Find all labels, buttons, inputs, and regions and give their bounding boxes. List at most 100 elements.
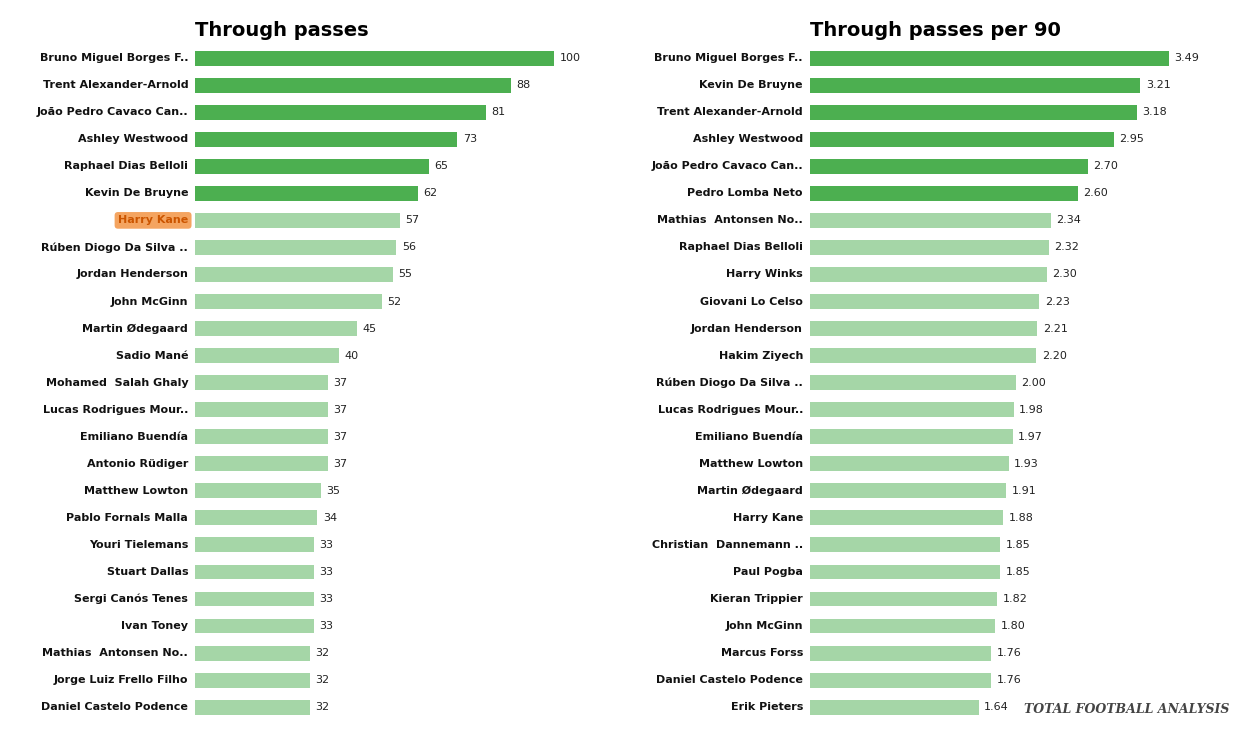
Text: Marcus Forss: Marcus Forss — [720, 648, 803, 658]
Text: 55: 55 — [398, 270, 412, 279]
Text: João Pedro Cavaco Can..: João Pedro Cavaco Can.. — [37, 107, 188, 117]
Text: Kevin De Bruyne: Kevin De Bruyne — [84, 188, 188, 198]
Bar — [195, 484, 321, 499]
Text: Matthew Lowton: Matthew Lowton — [84, 486, 188, 496]
Text: 56: 56 — [402, 242, 415, 253]
Text: Bruno Miguel Borges F..: Bruno Miguel Borges F.. — [40, 53, 188, 63]
Text: Erik Pieters: Erik Pieters — [730, 702, 803, 713]
Text: John McGinn: John McGinn — [725, 621, 803, 631]
Text: 57: 57 — [405, 215, 419, 225]
Text: Daniel Castelo Podence: Daniel Castelo Podence — [656, 675, 803, 685]
Text: Antonio Rüdiger: Antonio Rüdiger — [87, 458, 188, 469]
Text: Lucas Rodrigues Mour..: Lucas Rodrigues Mour.. — [43, 405, 188, 415]
Text: Rúben Diogo Da Silva ..: Rúben Diogo Da Silva .. — [42, 242, 188, 253]
Bar — [195, 240, 397, 255]
Text: Lucas Rodrigues Mour..: Lucas Rodrigues Mour.. — [657, 405, 803, 415]
Text: John McGinn: John McGinn — [111, 296, 188, 307]
Text: Giovani Lo Celso: Giovani Lo Celso — [700, 296, 803, 307]
Text: 3.21: 3.21 — [1146, 80, 1171, 90]
Text: Hakim Ziyech: Hakim Ziyech — [719, 351, 803, 360]
Text: 37: 37 — [334, 405, 347, 415]
Text: 100: 100 — [560, 53, 580, 63]
Text: 37: 37 — [334, 432, 347, 442]
Text: Jordan Henderson: Jordan Henderson — [691, 323, 803, 334]
Text: 65: 65 — [434, 161, 448, 172]
Text: Emiliano Buendía: Emiliano Buendía — [695, 432, 803, 442]
Bar — [195, 510, 317, 525]
Text: 3.18: 3.18 — [1143, 107, 1167, 117]
Text: 2.20: 2.20 — [1041, 351, 1066, 360]
Bar — [810, 510, 1003, 525]
Text: 2.23: 2.23 — [1045, 296, 1070, 307]
Bar — [810, 646, 991, 661]
Text: 2.95: 2.95 — [1119, 134, 1144, 144]
Text: 81: 81 — [491, 107, 506, 117]
Text: Matthew Lowton: Matthew Lowton — [699, 458, 803, 469]
Text: 35: 35 — [326, 486, 340, 496]
Text: Paul Pogba: Paul Pogba — [733, 567, 803, 577]
Text: Raphael Dias Belloli: Raphael Dias Belloli — [64, 161, 188, 172]
Text: João Pedro Cavaco Can..: João Pedro Cavaco Can.. — [651, 161, 803, 172]
Text: 1.91: 1.91 — [1012, 486, 1036, 496]
Bar — [810, 51, 1170, 65]
Bar — [195, 456, 329, 471]
Text: Ashley Westwood: Ashley Westwood — [78, 134, 188, 144]
Bar — [195, 348, 339, 363]
Text: 33: 33 — [319, 567, 334, 577]
Text: 45: 45 — [363, 323, 376, 334]
Text: 32: 32 — [316, 648, 330, 658]
Text: 1.64: 1.64 — [985, 702, 1008, 713]
Bar — [195, 213, 400, 228]
Text: Christian  Dannemann ..: Christian Dannemann .. — [652, 540, 803, 550]
Bar — [195, 700, 310, 715]
Text: Youri Tielemans: Youri Tielemans — [89, 540, 188, 550]
Bar — [195, 78, 511, 93]
Text: 73: 73 — [463, 134, 477, 144]
Text: Trent Alexander-Arnold: Trent Alexander-Arnold — [657, 107, 803, 117]
Text: Bruno Miguel Borges F..: Bruno Miguel Borges F.. — [655, 53, 803, 63]
Text: Harry Kane: Harry Kane — [733, 513, 803, 523]
Bar — [195, 132, 457, 146]
Bar — [195, 537, 313, 552]
Bar — [810, 240, 1049, 255]
Text: TOTAL FOOTBALL ANALYSIS: TOTAL FOOTBALL ANALYSIS — [1024, 703, 1230, 716]
Bar — [195, 672, 310, 687]
Text: 52: 52 — [388, 296, 402, 307]
Bar — [810, 294, 1040, 309]
Text: 1.85: 1.85 — [1006, 540, 1030, 550]
Text: 33: 33 — [319, 540, 334, 550]
Bar — [810, 105, 1137, 120]
Text: 1.98: 1.98 — [1019, 405, 1044, 415]
Bar — [195, 375, 329, 390]
Text: Emiliano Buendía: Emiliano Buendía — [81, 432, 188, 442]
Bar — [195, 51, 554, 65]
Bar — [810, 132, 1113, 146]
Bar — [810, 402, 1013, 417]
Text: 2.21: 2.21 — [1042, 323, 1068, 334]
Bar — [810, 672, 991, 687]
Bar — [195, 186, 418, 201]
Bar — [810, 375, 1016, 390]
Text: 1.76: 1.76 — [996, 648, 1021, 658]
Text: Stuart Dallas: Stuart Dallas — [107, 567, 188, 577]
Text: Ashley Westwood: Ashley Westwood — [692, 134, 803, 144]
Text: 33: 33 — [319, 594, 334, 604]
Text: 1.85: 1.85 — [1006, 567, 1030, 577]
Text: 3.49: 3.49 — [1175, 53, 1200, 63]
Bar — [810, 159, 1088, 174]
Bar — [195, 267, 393, 282]
Bar — [195, 429, 329, 444]
Text: 32: 32 — [316, 702, 330, 713]
Text: Mohamed  Salah Ghaly: Mohamed Salah Ghaly — [45, 377, 188, 388]
Bar — [810, 537, 1001, 552]
Text: Mathias  Antonsen No..: Mathias Antonsen No.. — [43, 648, 188, 658]
Text: Pedro Lomba Neto: Pedro Lomba Neto — [687, 188, 803, 198]
Text: 2.60: 2.60 — [1083, 188, 1108, 198]
Bar — [810, 700, 978, 715]
Text: Ivan Toney: Ivan Toney — [121, 621, 188, 631]
Text: Through passes: Through passes — [195, 22, 369, 40]
Bar — [810, 213, 1051, 228]
Text: Through passes per 90: Through passes per 90 — [810, 22, 1061, 40]
Text: Kieran Trippier: Kieran Trippier — [710, 594, 803, 604]
Text: 62: 62 — [423, 188, 437, 198]
